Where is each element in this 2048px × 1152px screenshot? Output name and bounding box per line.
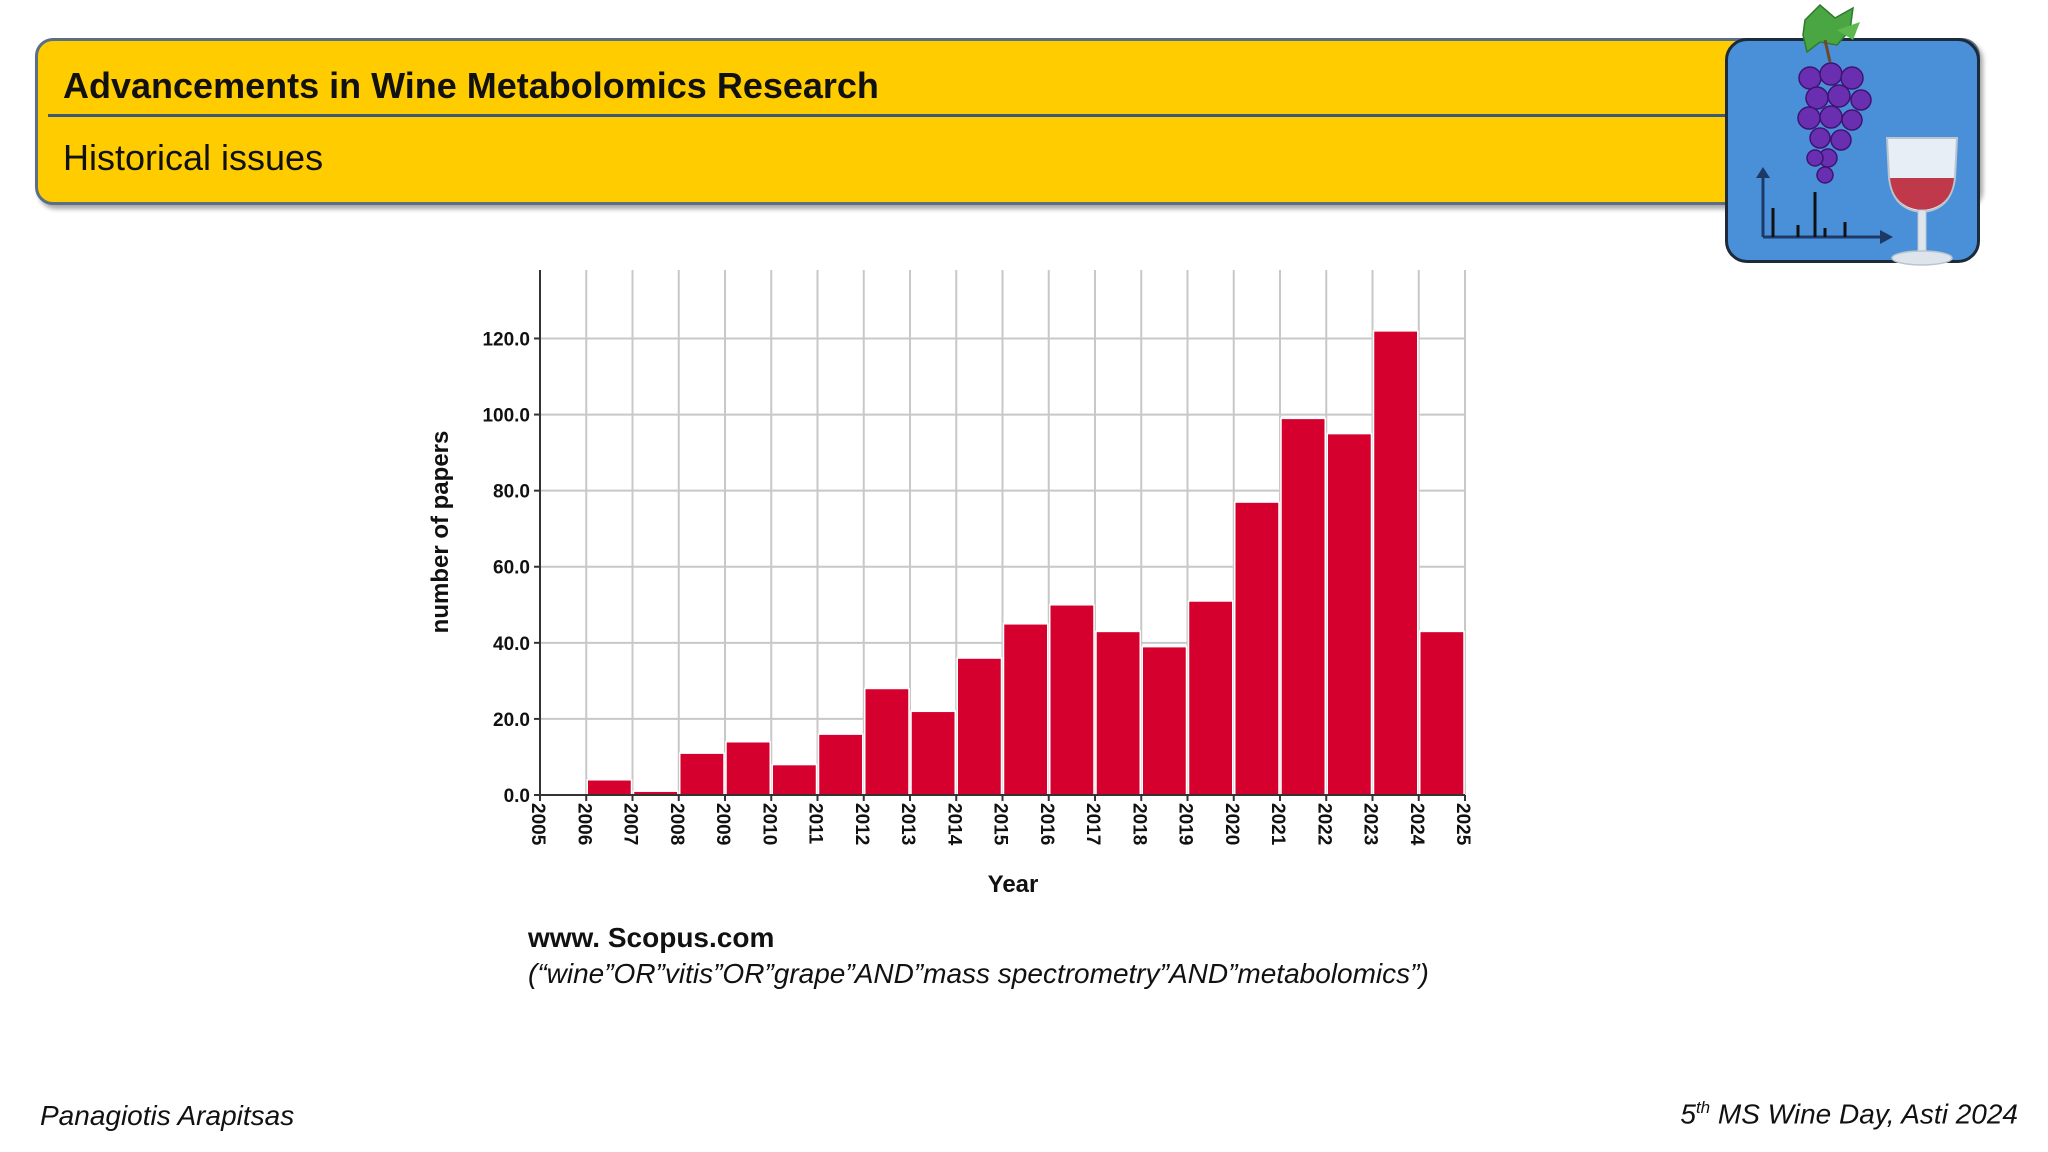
- x-tick-label: 2015: [990, 803, 1011, 846]
- bar-chart: 0.0 20.0 40.0 60.0 80.0 100.0 120.0 2005 2006 200…: [427, 270, 1473, 898]
- x-tick-label: 2009: [712, 803, 733, 845]
- source-site: www. Scopus.com: [528, 922, 775, 953]
- bar-2024: [1419, 630, 1465, 796]
- x-tick-label: 2012: [851, 803, 872, 845]
- bar-2022: [1326, 432, 1373, 796]
- event-name: MS Wine Day, Asti 2024: [1710, 1098, 2018, 1130]
- y-tick-label: 0.0: [504, 786, 530, 807]
- event-number: 5: [1680, 1098, 1696, 1130]
- bar-2014: [956, 657, 1003, 796]
- grape-wine-spectrum-icon: [1756, 3, 1959, 266]
- x-tick-label: 2020: [1221, 803, 1242, 845]
- y-tick-label: 80.0: [493, 482, 530, 503]
- title-banner: Advancements in Wine Metabolomics Resear…: [35, 38, 1980, 205]
- x-tick-label: 2005: [527, 803, 548, 846]
- y-axis-label: number of papers: [427, 431, 454, 634]
- bar-2011: [817, 733, 864, 796]
- bar-2013: [910, 710, 956, 796]
- x-tick-label: 2025: [1452, 803, 1473, 846]
- y-tick-label: 40.0: [493, 634, 530, 655]
- bar-2015: [1002, 623, 1049, 796]
- slide-title: Advancements in Wine Metabolomics Resear…: [63, 65, 879, 106]
- x-tick-label: 2024: [1406, 803, 1427, 846]
- x-tick-label: 2022: [1313, 803, 1334, 845]
- chart-bars: [586, 330, 1465, 796]
- y-tick-label: 60.0: [493, 558, 530, 579]
- bar-2018: [1141, 645, 1188, 796]
- bar-2010: [771, 763, 818, 796]
- slide-subtitle: Historical issues: [63, 137, 324, 178]
- search-query: (“wine”OR”vitis”OR”grape”AND”mass spectr…: [528, 958, 1429, 989]
- bar-2016: [1049, 604, 1095, 796]
- x-tick-label: 2021: [1267, 803, 1288, 846]
- x-tick-label: 2010: [758, 803, 779, 845]
- x-tick-label: 2006: [573, 803, 594, 845]
- y-tick-label: 20.0: [493, 710, 530, 731]
- x-tick-label: 2013: [897, 803, 918, 845]
- bar-2017: [1095, 630, 1141, 796]
- x-tick-label: 2008: [666, 803, 687, 845]
- bar-2012: [864, 687, 910, 796]
- x-tick-label: 2016: [1036, 803, 1057, 845]
- x-tick-label: 2007: [620, 803, 641, 845]
- bar-2023: [1372, 330, 1419, 796]
- footer-event: 5th MS Wine Day, Asti 2024: [1680, 1098, 2018, 1130]
- bar-2021: [1280, 417, 1326, 796]
- chart-axes: 0.0 20.0 40.0 60.0 80.0 100.0 120.0 2005 2006 200…: [482, 270, 1473, 846]
- bar-2009: [725, 740, 771, 796]
- y-tick-label: 100.0: [482, 406, 530, 427]
- chart-gridlines: [539, 270, 1466, 796]
- event-ordinal: th: [1695, 1098, 1711, 1117]
- bar-2008: [679, 752, 725, 796]
- x-tick-label: 2018: [1128, 803, 1149, 845]
- x-tick-label: 2014: [943, 803, 964, 846]
- y-tick-label: 120.0: [482, 329, 530, 350]
- title-divider: [48, 114, 1748, 117]
- bar-2006: [586, 779, 633, 796]
- x-tick-label: 2011: [805, 803, 826, 845]
- bar-2019: [1187, 600, 1234, 796]
- x-tick-label: 2023: [1360, 803, 1381, 845]
- bar-2020: [1234, 501, 1280, 796]
- x-axis-label: Year: [988, 871, 1039, 898]
- footer-author: Panagiotis Arapitsas: [40, 1100, 295, 1131]
- x-tick-label: 2019: [1175, 803, 1196, 845]
- x-tick-label: 2017: [1082, 803, 1103, 845]
